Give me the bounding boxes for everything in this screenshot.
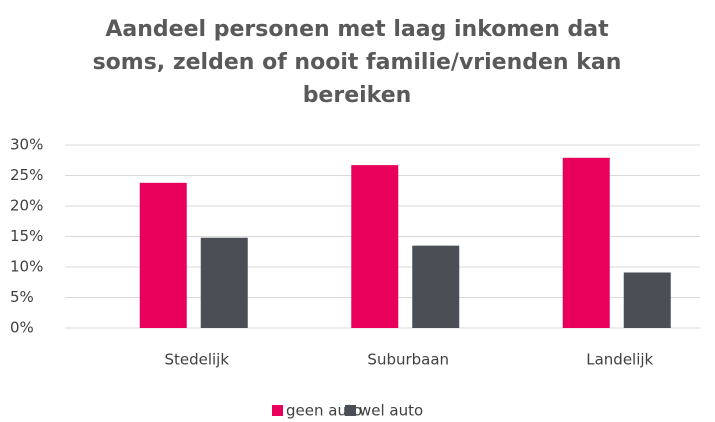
y-tick-label: 5% — [10, 288, 34, 306]
legend-swatch — [345, 405, 356, 416]
y-tick-label: 15% — [10, 227, 43, 245]
y-tick-label: 0% — [10, 319, 34, 337]
bar — [412, 245, 460, 328]
y-tick-label: 25% — [10, 166, 43, 184]
x-tick-label: Stedelijk — [164, 351, 229, 369]
x-tick-label: Suburbaan — [367, 351, 449, 369]
chart-title: soms, zelden of nooit familie/vrienden k… — [93, 50, 622, 75]
x-tick-label: Landelijk — [586, 351, 653, 369]
chart-title: Aandeel personen met laag inkomen dat — [105, 17, 609, 42]
chart-title: bereiken — [303, 83, 412, 108]
y-tick-label: 10% — [10, 258, 43, 276]
bar — [562, 157, 610, 328]
legend-label: wel auto — [359, 402, 423, 420]
legend-label: geen auto — [286, 402, 362, 420]
y-tick-label: 20% — [10, 197, 43, 215]
bar — [139, 182, 187, 328]
bar — [623, 272, 671, 328]
legend-swatch — [272, 405, 283, 416]
bar — [200, 237, 248, 328]
bar — [351, 165, 399, 328]
y-tick-label: 30% — [10, 136, 43, 154]
